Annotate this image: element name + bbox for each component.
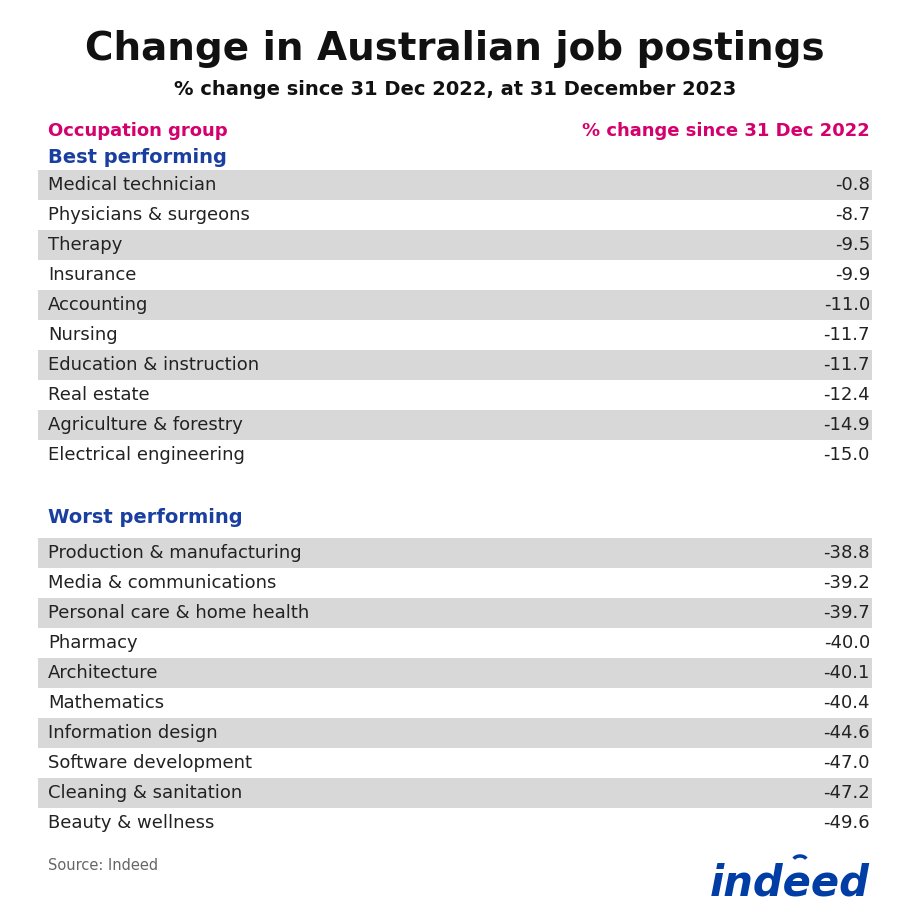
Text: Information design: Information design — [48, 724, 217, 742]
Text: % change since 31 Dec 2022, at 31 December 2023: % change since 31 Dec 2022, at 31 Decemb… — [174, 80, 736, 99]
Text: -38.8: -38.8 — [824, 544, 870, 562]
Text: Insurance: Insurance — [48, 266, 136, 284]
Text: Therapy: Therapy — [48, 236, 122, 254]
Text: Media & communications: Media & communications — [48, 574, 277, 592]
Text: Cleaning & sanitation: Cleaning & sanitation — [48, 784, 242, 802]
Text: -9.5: -9.5 — [834, 236, 870, 254]
Text: Beauty & wellness: Beauty & wellness — [48, 814, 215, 832]
Text: Source: Indeed: Source: Indeed — [48, 858, 158, 873]
Text: Software development: Software development — [48, 754, 252, 772]
Text: -15.0: -15.0 — [824, 446, 870, 464]
Text: -14.9: -14.9 — [824, 416, 870, 434]
Text: -47.2: -47.2 — [824, 784, 870, 802]
Text: -44.6: -44.6 — [824, 724, 870, 742]
Text: Medical technician: Medical technician — [48, 176, 217, 194]
Text: -0.8: -0.8 — [835, 176, 870, 194]
Text: indeed: indeed — [710, 863, 870, 905]
Text: -11.7: -11.7 — [824, 326, 870, 344]
Text: Electrical engineering: Electrical engineering — [48, 446, 245, 464]
Text: Worst performing: Worst performing — [48, 508, 243, 527]
Text: Accounting: Accounting — [48, 296, 148, 314]
Text: -12.4: -12.4 — [824, 386, 870, 404]
Text: -11.7: -11.7 — [824, 356, 870, 374]
Text: Change in Australian job postings: Change in Australian job postings — [86, 30, 824, 68]
Text: Nursing: Nursing — [48, 326, 117, 344]
Text: Production & manufacturing: Production & manufacturing — [48, 544, 301, 562]
Text: -11.0: -11.0 — [824, 296, 870, 314]
Text: Architecture: Architecture — [48, 664, 158, 682]
Text: Real estate: Real estate — [48, 386, 149, 404]
Text: Best performing: Best performing — [48, 148, 227, 167]
Text: Physicians & surgeons: Physicians & surgeons — [48, 206, 250, 224]
Text: Education & instruction: Education & instruction — [48, 356, 259, 374]
Text: Agriculture & forestry: Agriculture & forestry — [48, 416, 243, 434]
Text: % change since 31 Dec 2022: % change since 31 Dec 2022 — [582, 122, 870, 140]
Text: Occupation group: Occupation group — [48, 122, 228, 140]
Text: Personal care & home health: Personal care & home health — [48, 604, 309, 622]
Text: -40.1: -40.1 — [824, 664, 870, 682]
Text: -49.6: -49.6 — [824, 814, 870, 832]
Text: Mathematics: Mathematics — [48, 694, 164, 712]
Text: -40.4: -40.4 — [824, 694, 870, 712]
Text: -47.0: -47.0 — [824, 754, 870, 772]
Text: -39.7: -39.7 — [824, 604, 870, 622]
Text: -8.7: -8.7 — [834, 206, 870, 224]
Text: Pharmacy: Pharmacy — [48, 634, 137, 652]
Text: -40.0: -40.0 — [824, 634, 870, 652]
Text: -39.2: -39.2 — [824, 574, 870, 592]
Text: -9.9: -9.9 — [834, 266, 870, 284]
